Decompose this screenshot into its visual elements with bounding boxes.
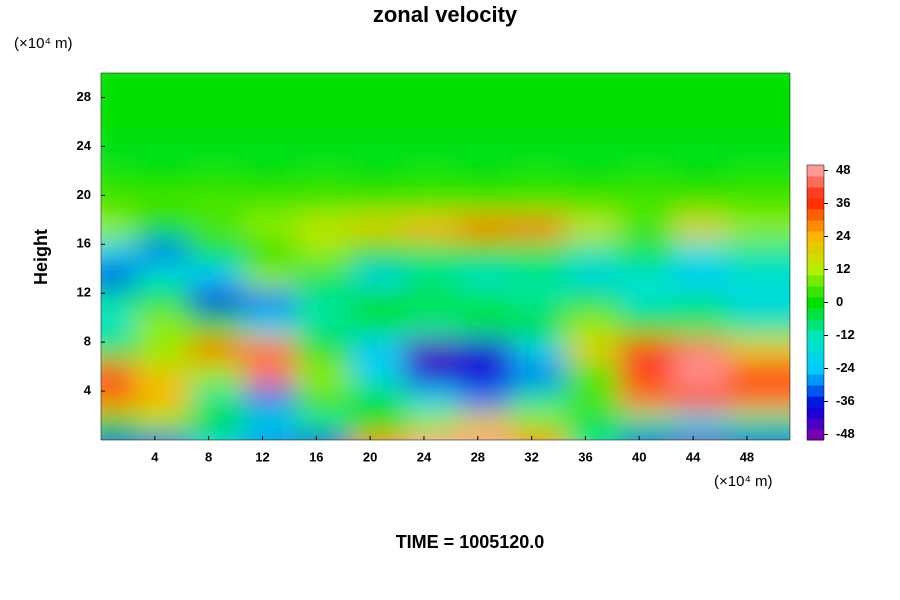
y-tick-label: 28 xyxy=(77,89,91,104)
x-tick-label: 44 xyxy=(686,449,701,464)
colorbar-tick-label: -36 xyxy=(836,393,855,408)
colorbar-swatch xyxy=(807,242,824,254)
y-tick-label: 12 xyxy=(77,285,91,300)
colorbar-swatch xyxy=(807,319,824,331)
colorbar-swatch xyxy=(807,352,824,364)
colorbar-swatch xyxy=(807,209,824,221)
colorbar-swatch xyxy=(807,330,824,342)
colorbar-tick-label: 24 xyxy=(836,228,851,243)
x-tick-label: 40 xyxy=(632,449,646,464)
colorbar-swatch xyxy=(807,231,824,243)
y-unit: (×10⁴ m) xyxy=(14,35,73,52)
colorbar-swatch xyxy=(807,253,824,265)
y-tick-label: 16 xyxy=(77,236,91,251)
colorbar-swatch xyxy=(807,297,824,309)
colorbar-swatch xyxy=(807,418,824,430)
colorbar-swatch xyxy=(807,264,824,276)
y-tick-label: 8 xyxy=(84,334,91,349)
x-tick-label: 32 xyxy=(524,449,538,464)
colorbar-swatch xyxy=(807,341,824,353)
x-tick-label: 16 xyxy=(309,449,323,464)
x-tick-label: 8 xyxy=(205,449,212,464)
plot-frame xyxy=(100,72,791,441)
x-unit: (×10⁴ m) xyxy=(714,473,773,490)
colorbar-swatch xyxy=(807,385,824,397)
colorbar-tick-label: -48 xyxy=(836,426,855,441)
colorbar-swatch xyxy=(807,396,824,408)
x-tick-label: 48 xyxy=(740,449,754,464)
colorbar-tick-label: -24 xyxy=(836,360,856,375)
y-tick-label: 24 xyxy=(77,138,92,153)
colorbar-swatch xyxy=(807,308,824,320)
y-tick-label: 4 xyxy=(84,383,92,398)
colorbar-swatch xyxy=(807,275,824,287)
colorbar-swatch xyxy=(807,374,824,386)
x-tick-label: 28 xyxy=(471,449,485,464)
field-cell xyxy=(726,73,790,118)
x-tick-label: 12 xyxy=(255,449,269,464)
colorbar-swatch xyxy=(807,407,824,419)
field xyxy=(101,73,790,440)
y-tick-label: 20 xyxy=(77,187,91,202)
colorbar-swatch xyxy=(807,220,824,232)
colorbar-swatch xyxy=(807,165,824,177)
colorbar-tick-label: 48 xyxy=(836,162,850,177)
colorbar-tick-label: -12 xyxy=(836,327,855,342)
y-axis-label: Height xyxy=(31,229,51,285)
chart-title: zonal velocity xyxy=(373,2,518,27)
colorbar-tick-label: 12 xyxy=(836,261,850,276)
field-cells xyxy=(101,73,790,440)
x-tick-label: 36 xyxy=(578,449,592,464)
x-tick-label: 4 xyxy=(151,449,159,464)
x-tick-label: 20 xyxy=(363,449,377,464)
colorbar-swatch xyxy=(807,286,824,298)
x-tick-label: 24 xyxy=(417,449,432,464)
colorbar-tick-label: 36 xyxy=(836,195,850,210)
colorbar-swatch xyxy=(807,429,824,441)
colorbar-tick-label: 0 xyxy=(836,294,843,309)
colorbar-swatch xyxy=(807,198,824,210)
colorbar-swatch xyxy=(807,176,824,188)
colorbar-swatch xyxy=(807,363,824,375)
footer: TIME = 1005120.0 xyxy=(396,532,545,552)
colorbar-swatch xyxy=(807,187,824,199)
